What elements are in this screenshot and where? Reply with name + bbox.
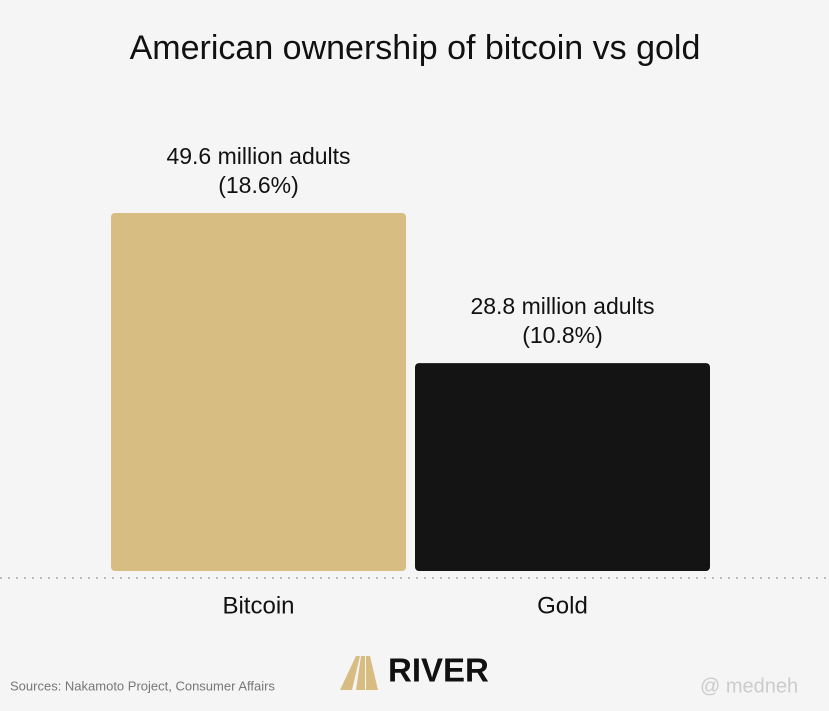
bar — [415, 363, 710, 571]
x-tick-label: Bitcoin — [222, 592, 294, 619]
share-label: (18.6%) — [218, 172, 299, 198]
x-tick-label: Gold — [537, 592, 588, 619]
value-label: 49.6 million adults — [166, 143, 350, 169]
brand: RIVER — [388, 652, 489, 689]
watermark: @ medneh — [700, 675, 798, 697]
share-label: (10.8%) — [522, 322, 603, 348]
logo-icon — [340, 656, 378, 690]
value-label: 28.8 million adults — [470, 293, 654, 319]
bar — [111, 213, 406, 571]
source: Sources: Nakamoto Project, Consumer Affa… — [10, 678, 275, 693]
chart-title: American ownership of bitcoin vs gold — [130, 29, 701, 67]
